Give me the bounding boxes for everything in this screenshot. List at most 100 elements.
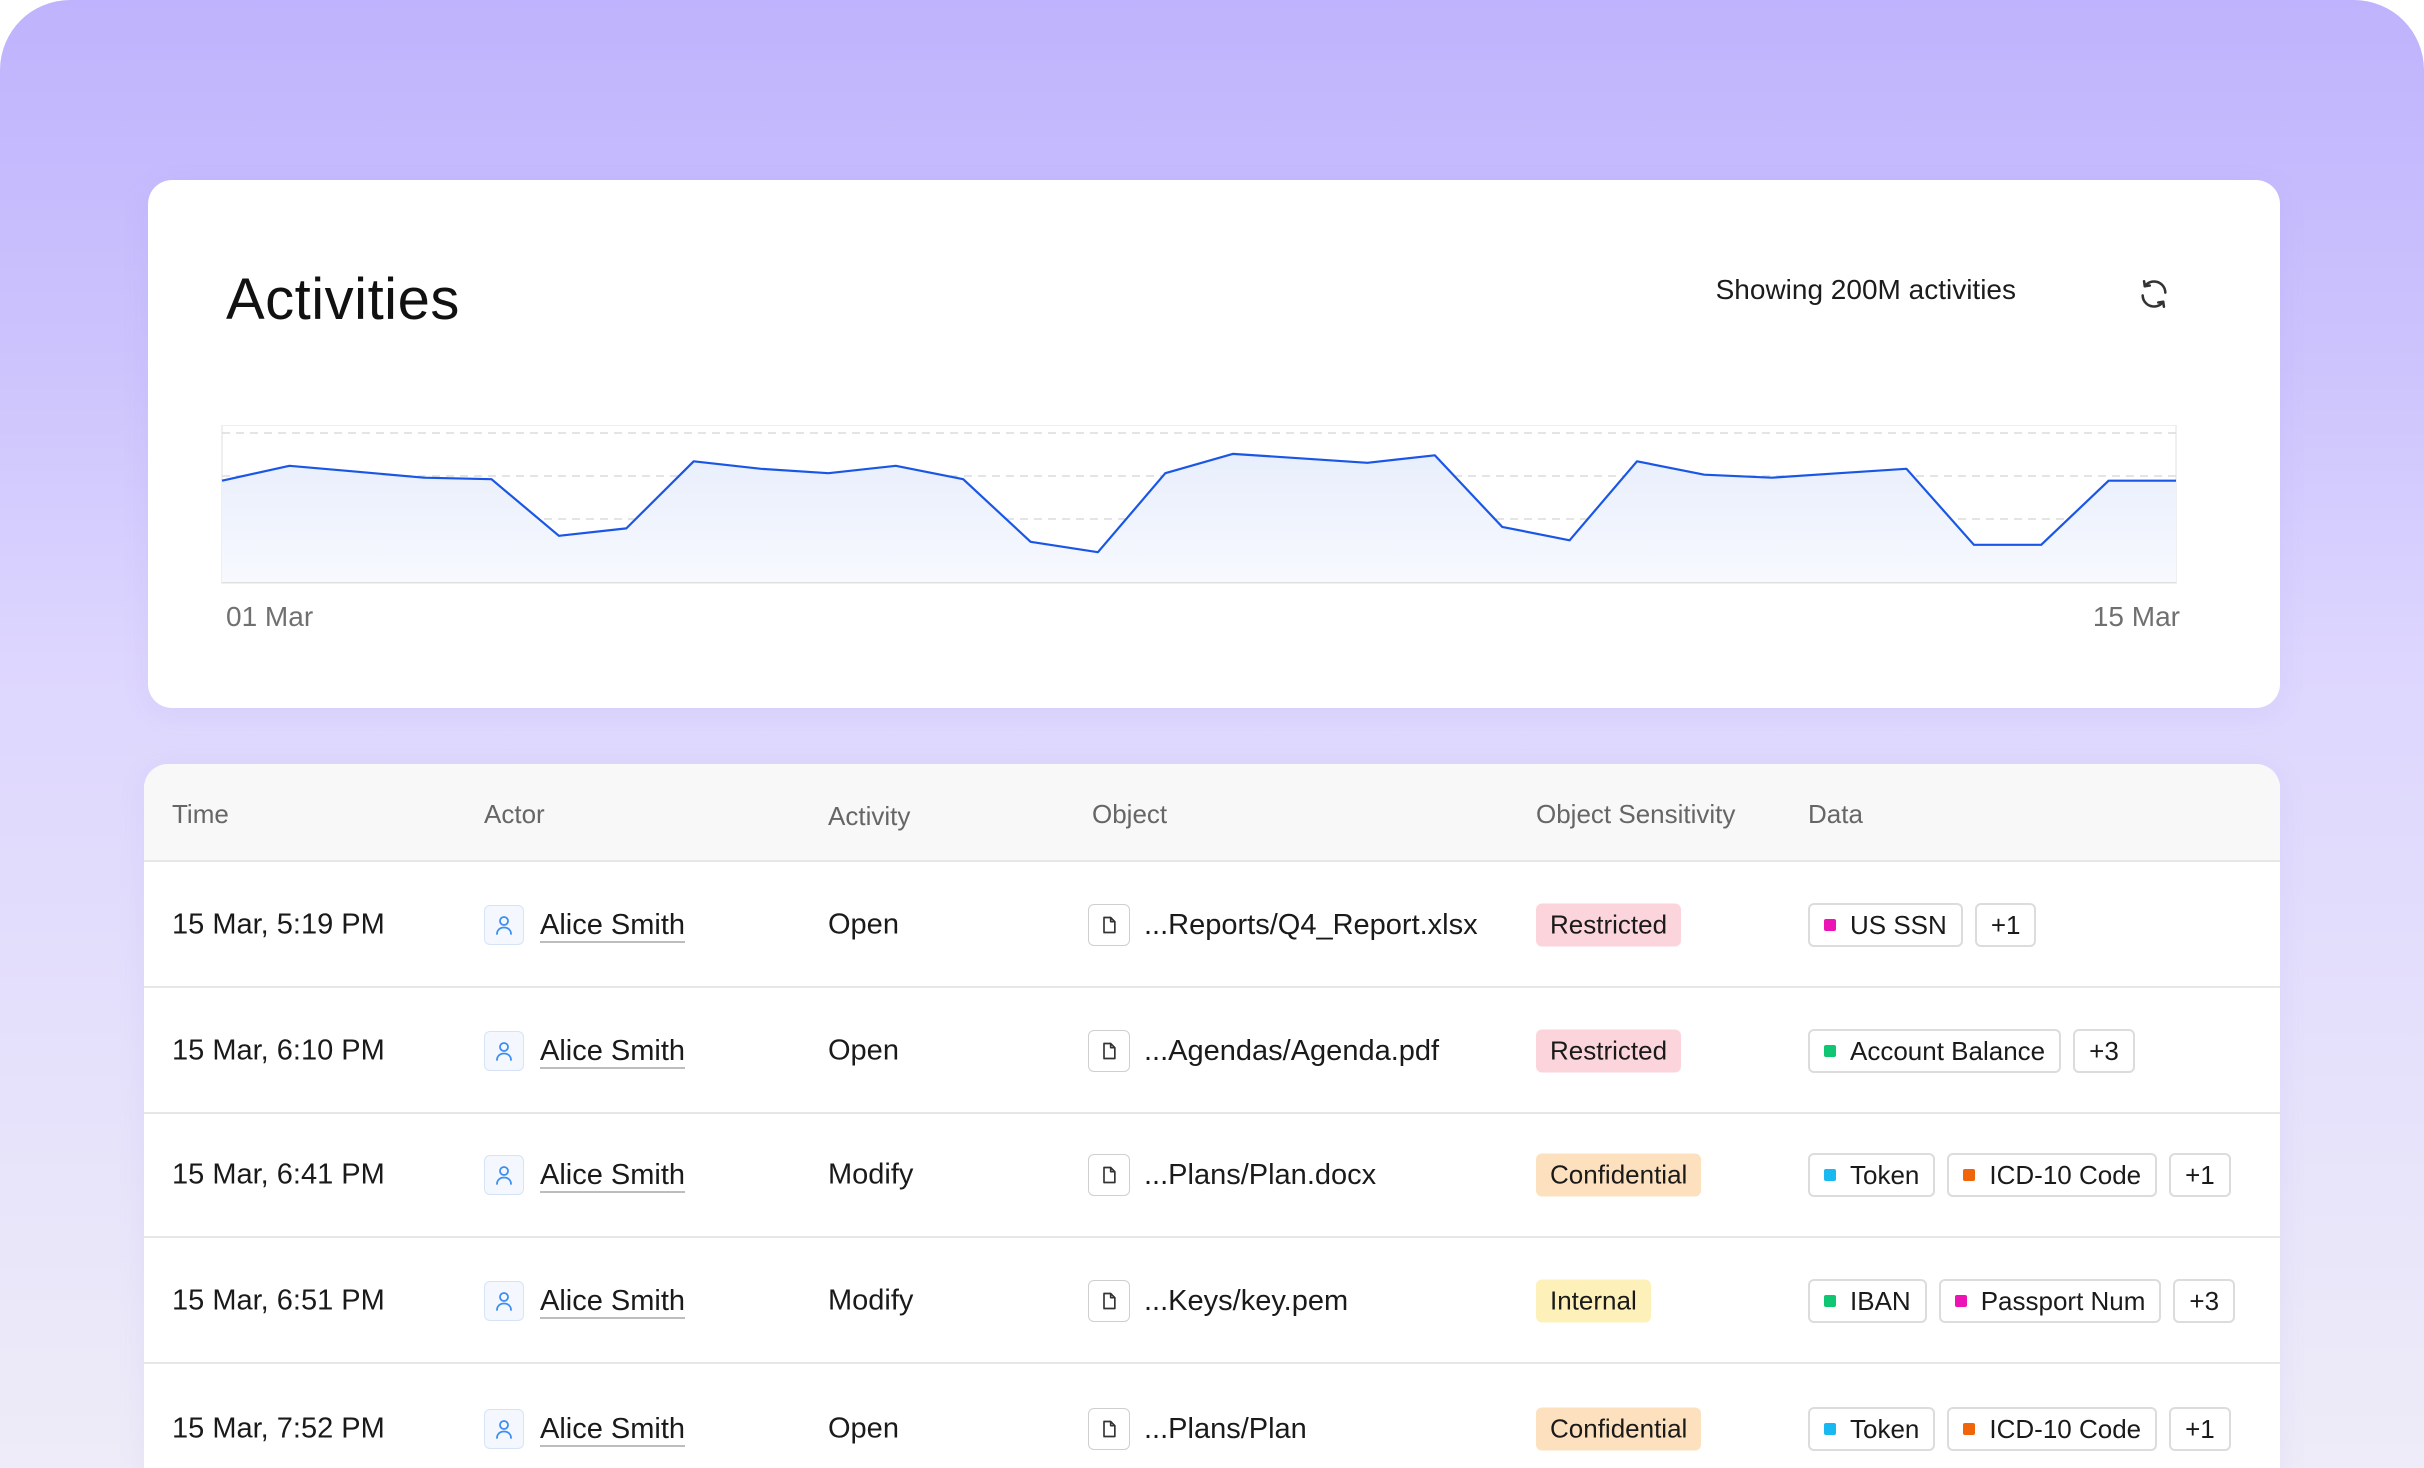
table-row[interactable]: 15 Mar, 6:10 PM Alice Smith Open ...Agen… [144, 990, 2280, 1114]
actor-cell: Alice Smith [484, 905, 685, 945]
sensitivity-badge: Confidential [1536, 1153, 1702, 1197]
data-cell: IBAN Passport Num +3 [1808, 1279, 2247, 1323]
object-path[interactable]: ...Plans/Plan [1144, 1412, 1307, 1445]
file-icon [1088, 1280, 1130, 1322]
table-row[interactable]: 15 Mar, 6:51 PM Alice Smith Modify ...Ke… [144, 1240, 2280, 1364]
activity-cell: Modify [828, 1284, 914, 1317]
data-type-chip[interactable]: ICD-10 Code [1947, 1407, 2158, 1451]
data-type-color-dot [1824, 919, 1836, 931]
data-cell: Token ICD-10 Code +1 [1808, 1407, 2243, 1451]
data-type-color-dot [1963, 1169, 1976, 1181]
x-axis-end-label: 15 Mar [2092, 601, 2180, 632]
actor-cell: Alice Smith [484, 1409, 685, 1449]
actor-link[interactable]: Alice Smith [540, 1412, 686, 1445]
object-cell: ...Keys/key.pem [1088, 1280, 1348, 1322]
file-icon [1088, 904, 1130, 946]
activity-cell: Modify [828, 1158, 914, 1191]
sensitivity-cell: Restricted [1536, 1029, 1682, 1073]
actor-link[interactable]: Alice Smith [540, 908, 686, 941]
data-type-color-dot [1963, 1423, 1976, 1435]
file-icon [1088, 1154, 1130, 1196]
activity-cell: Open [828, 908, 899, 941]
actor-cell: Alice Smith [484, 1155, 685, 1195]
activities-card: Activities Showing 200M activities [148, 180, 2280, 708]
user-icon [484, 905, 524, 945]
data-cell: US SSN +1 [1808, 903, 2048, 947]
time-cell: 15 Mar, 6:41 PM [172, 1158, 385, 1191]
actor-link[interactable]: Alice Smith [540, 1034, 686, 1067]
object-path[interactable]: ...Agendas/Agenda.pdf [1144, 1034, 1440, 1067]
time-cell: 15 Mar, 7:52 PM [172, 1412, 385, 1445]
data-type-label: Account Balance [1850, 1035, 2046, 1066]
data-type-chip[interactable]: US SSN [1808, 903, 1963, 947]
table-row[interactable]: 15 Mar, 5:19 PM Alice Smith Open ...Repo… [144, 864, 2280, 988]
sensitivity-cell: Restricted [1536, 903, 1682, 947]
sensitivity-badge: Internal [1536, 1279, 1651, 1323]
chart-series-line [221, 452, 2176, 554]
data-type-chip[interactable]: Token [1808, 1407, 1936, 1451]
more-data-chip[interactable]: +1 [2169, 1153, 2231, 1197]
column-header-actor[interactable]: Actor [484, 799, 545, 829]
activity-cell: Open [828, 1412, 899, 1445]
data-type-label: IBAN [1850, 1285, 1911, 1316]
data-type-chip[interactable]: IBAN [1808, 1279, 1927, 1323]
object-cell: ...Agendas/Agenda.pdf [1088, 1030, 1439, 1072]
sensitivity-badge: Restricted [1536, 1029, 1682, 1073]
user-icon [484, 1031, 524, 1071]
data-type-color-dot [1954, 1295, 1967, 1307]
object-cell: ...Plans/Plan.docx [1088, 1154, 1376, 1196]
data-type-label: US SSN [1850, 909, 1947, 940]
more-data-chip[interactable]: +3 [2073, 1029, 2135, 1073]
data-type-label: Token [1850, 1413, 1920, 1444]
column-header-object[interactable]: Object [1092, 799, 1168, 829]
x-axis-start-label: 01 Mar [226, 601, 314, 632]
refresh-icon [2141, 279, 2167, 309]
data-type-color-dot [1824, 1295, 1836, 1307]
table-row[interactable]: 15 Mar, 7:52 PM Alice Smith Open ...Plan… [144, 1368, 2280, 1468]
column-header-activity[interactable]: Activity [828, 801, 911, 831]
page-title: Activities [226, 267, 460, 332]
object-path[interactable]: ...Keys/key.pem [1144, 1284, 1349, 1317]
data-type-chip[interactable]: Account Balance [1808, 1029, 2062, 1073]
column-header-object-sensitivity[interactable]: Object Sensitivity [1536, 799, 1736, 829]
time-cell: 15 Mar, 6:10 PM [172, 1034, 385, 1067]
activity-count-text: Showing 200M activities [1715, 274, 2016, 305]
refresh-button[interactable] [2132, 272, 2176, 316]
data-type-color-dot [1824, 1169, 1836, 1181]
sensitivity-cell: Confidential [1536, 1153, 1702, 1197]
data-type-chip[interactable]: Token [1808, 1153, 1936, 1197]
sensitivity-badge: Confidential [1536, 1407, 1702, 1451]
activity-line-chart [221, 425, 2177, 584]
table-header: Time Actor Activity Object Object Sensit… [144, 764, 2280, 862]
sensitivity-cell: Internal [1536, 1279, 1651, 1323]
more-data-chip[interactable]: +1 [2169, 1407, 2231, 1451]
object-cell: ...Plans/Plan [1088, 1408, 1307, 1450]
actor-cell: Alice Smith [484, 1031, 685, 1071]
data-type-label: Passport Num [1980, 1285, 2146, 1316]
time-cell: 15 Mar, 5:19 PM [172, 908, 385, 941]
data-type-chip[interactable]: Passport Num [1938, 1279, 2162, 1323]
data-type-label: ICD-10 Code [1989, 1413, 2142, 1444]
file-icon [1088, 1408, 1130, 1450]
file-icon [1088, 1030, 1130, 1072]
column-header-data[interactable]: Data [1808, 799, 1863, 829]
more-data-chip[interactable]: +3 [2173, 1279, 2236, 1323]
object-path[interactable]: ...Reports/Q4_Report.xlsx [1144, 908, 1478, 941]
data-cell: Token ICD-10 Code +1 [1808, 1153, 2243, 1197]
activity-table: Time Actor Activity Object Object Sensit… [144, 764, 2280, 1468]
data-type-label: Token [1850, 1159, 1920, 1190]
data-type-label: ICD-10 Code [1989, 1159, 2142, 1190]
data-type-chip[interactable]: ICD-10 Code [1947, 1153, 2158, 1197]
actor-link[interactable]: Alice Smith [540, 1284, 686, 1317]
table-row[interactable]: 15 Mar, 6:41 PM Alice Smith Modify ...Pl… [144, 1114, 2280, 1238]
user-icon [484, 1409, 524, 1449]
time-cell: 15 Mar, 6:51 PM [172, 1284, 385, 1317]
column-header-time[interactable]: Time [172, 799, 229, 829]
data-type-color-dot [1824, 1045, 1836, 1057]
more-data-chip[interactable]: +1 [1974, 903, 2037, 947]
user-icon [484, 1281, 524, 1321]
object-path[interactable]: ...Plans/Plan.docx [1144, 1158, 1377, 1191]
actor-link[interactable]: Alice Smith [540, 1158, 686, 1191]
sensitivity-cell: Confidential [1536, 1407, 1702, 1451]
sensitivity-badge: Restricted [1536, 903, 1682, 947]
